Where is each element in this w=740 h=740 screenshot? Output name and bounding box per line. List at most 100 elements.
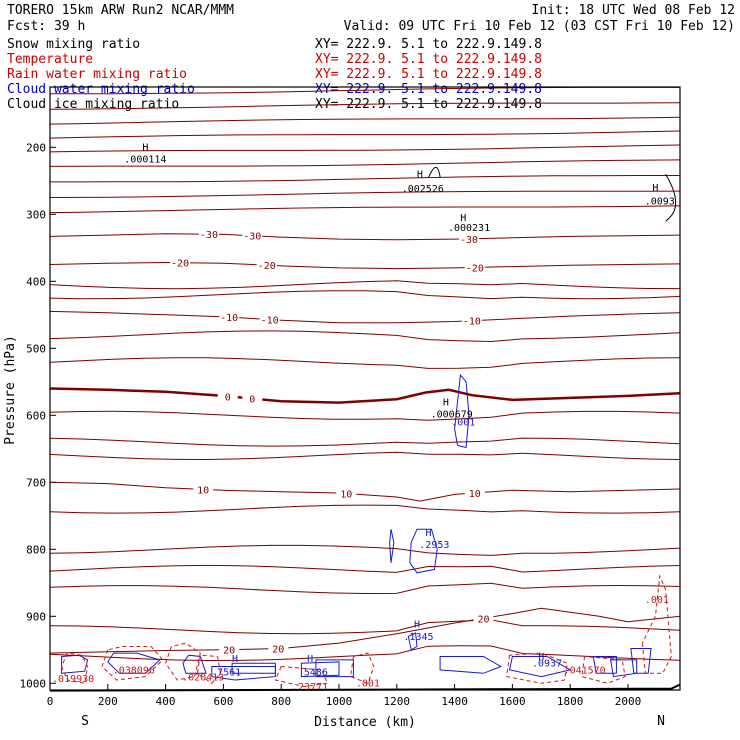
x-tick-label: 0	[47, 695, 54, 708]
isotherm-line	[49, 290, 681, 300]
isotherm-line	[49, 410, 681, 421]
cloud-water-contour	[407, 632, 418, 651]
x-tick-label: 800	[271, 695, 291, 708]
temperature-contour	[49, 261, 681, 270]
rain-max-label: .020413	[182, 673, 224, 684]
cloud-water-contour	[439, 656, 502, 674]
isotherm-line	[49, 544, 681, 556]
cloud-water-max-label: H	[307, 654, 313, 665]
x-tick-label: 400	[156, 695, 176, 708]
cloud-water-contour	[508, 656, 572, 678]
y-tick-label: 700	[26, 476, 46, 489]
model-title: TORERO 15km ARW Run2 NCAR/MMM	[7, 3, 234, 18]
valid-time: Valid: 09 UTC Fri 10 Feb 12 (03 CST Fri …	[344, 19, 735, 34]
rain-max-label: .041570	[564, 665, 606, 676]
snow-ice-max-label: .002526	[402, 184, 444, 195]
y-tick-label: 300	[26, 208, 46, 221]
legend-xy-text: XY= 222.9. 5.1 to 222.9.149.8	[315, 52, 542, 67]
contour-label-bg	[219, 643, 240, 656]
x-tick-label: 1000	[326, 695, 353, 708]
isotherm-line	[49, 159, 681, 167]
legend-label: Rain water mixing ratio	[7, 67, 187, 82]
x-tick-label: 200	[98, 695, 118, 708]
rain-max-label: .001	[645, 595, 669, 606]
temperature-contour	[49, 607, 681, 654]
x-tick-label: 1200	[384, 695, 411, 708]
x-tick-label: 1600	[499, 695, 526, 708]
temperature-label: -10	[261, 315, 279, 326]
legend-xy-text: XY= 222.9. 5.1 to 222.9.149.8	[315, 37, 542, 52]
temperature-label: -10	[220, 313, 238, 324]
temperature-label: -30	[460, 235, 478, 246]
temperature-label: -10	[463, 317, 481, 328]
rain-contour	[506, 652, 568, 684]
init-time: Init: 18 UTC Wed 08 Feb 12	[532, 3, 736, 18]
temperature-label: 10	[197, 485, 209, 496]
rain-max-label: .038096	[113, 665, 155, 676]
isotherm-line	[49, 504, 681, 514]
cloud-water-max-label: .001	[451, 417, 475, 428]
cloud-water-max-label: H	[414, 620, 420, 631]
rain-max-label: .23771	[292, 682, 328, 693]
snow-ice-max-label: .000231	[448, 223, 490, 234]
temperature-label: -30	[243, 232, 261, 243]
contour-label-bg	[459, 232, 480, 245]
forecast-hour: Fcst: 39 h	[7, 19, 85, 34]
legend-label: Cloud water mixing ratio	[7, 82, 195, 97]
cloud-water-contour	[211, 666, 276, 681]
rain-contour	[350, 652, 375, 684]
x-tick-label: 1400	[441, 695, 468, 708]
snow-ice-max-label: H	[460, 213, 466, 224]
snow-ice-max-label: H	[417, 169, 423, 180]
contour-label-bg	[198, 228, 219, 241]
temperature-label: 20	[272, 645, 284, 656]
isotherm-line	[49, 330, 681, 343]
legend: Snow mixing ratio XY= 222.9. 5.1 to 222.9…	[7, 37, 542, 112]
temperature-label: 0	[249, 395, 255, 406]
isotherm-line	[49, 280, 681, 290]
isotherm-line	[49, 190, 681, 198]
x-tick-label: 2000	[615, 695, 642, 708]
temperature-label: 10	[469, 489, 481, 500]
snow-ice-max-label: H	[443, 397, 449, 408]
isotherm-line	[49, 144, 681, 153]
cloud-water-max-label: .0937	[532, 659, 562, 670]
contour-label-bg	[242, 392, 263, 405]
cloud-water-contour	[61, 654, 89, 674]
cloud-water-contour	[107, 652, 161, 674]
rain-contour	[274, 665, 329, 688]
rain-contour	[61, 652, 89, 684]
contour-label-bg	[461, 314, 482, 327]
cloud-water-contour	[300, 661, 340, 678]
isotherm-line	[50, 175, 680, 183]
contour-label-bg	[336, 487, 357, 500]
isotherm-line	[49, 645, 681, 662]
rain-max-label: .001	[356, 679, 380, 690]
snow-ice-max-label: .0093	[645, 196, 675, 207]
y-tick-label: 800	[26, 543, 46, 556]
contour-label-bg	[259, 313, 280, 326]
plot-area: 0 200 400 600 800 1000 1200 1400 1600 1800 2000200…	[20, 86, 681, 708]
rain-max-label: .019930	[52, 674, 94, 685]
isotherm-line	[49, 564, 681, 573]
isotherm-line	[49, 619, 681, 635]
contour-label-bg	[464, 261, 485, 274]
south-label: S	[81, 714, 89, 729]
rain-contour	[101, 646, 164, 681]
temperature-label: 20	[223, 646, 235, 657]
y-tick-label: 1000	[20, 677, 47, 690]
legend-xy-text: XY= 222.9. 5.1 to 222.9.149.8	[315, 82, 542, 97]
y-tick-label: 600	[26, 409, 46, 422]
north-label: N	[657, 714, 665, 729]
isotherm-line	[49, 437, 681, 447]
rain-contour	[581, 655, 626, 684]
legend-label: Snow mixing ratio	[7, 37, 140, 52]
temperature-label: -30	[200, 230, 218, 241]
rain-contour	[196, 654, 222, 684]
cloud-water-max-label: H	[426, 528, 432, 539]
isotherm-line	[49, 582, 681, 595]
cloud-water-max-label: .1345	[403, 632, 433, 643]
legend-xy-text: XY= 222.9. 5.1 to 222.9.149.8	[315, 97, 542, 112]
contour-label-bg	[464, 486, 485, 499]
y-tick-label: 500	[26, 342, 46, 355]
